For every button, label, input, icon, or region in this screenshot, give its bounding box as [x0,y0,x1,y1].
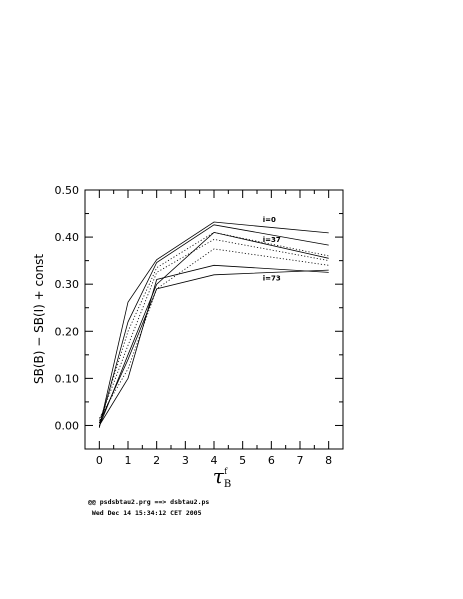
x-axis-label: τBf [213,464,231,490]
series-line-5 [98,231,329,427]
x-tick-label: 6 [268,454,275,467]
x-tick-label: 0 [96,454,103,467]
x-tick-label: 7 [297,454,304,467]
y-tick-label: 0.50 [55,184,80,197]
x-axis-label-superscript: f [224,467,228,476]
x-tick-label: 8 [325,454,332,467]
annotation-label: i=73 [263,274,281,282]
series-line-6 [98,248,329,419]
y-axis-label: SB(B) − SB(I) + const [32,254,46,384]
y-tick-label: 0.20 [55,325,80,338]
series-line-7 [98,264,329,426]
footer-line-1: @@ psdsbtau2.prg ==> dsbtau2.ps [88,498,210,506]
series-line-8 [98,269,329,424]
y-tick-label: 0.10 [55,372,80,385]
y-tick-label: 0.40 [55,231,80,244]
tick-labels: 0 1 2 3 4 5 6 7 8 0.00 0.10 0.20 0.30 0.40 0.50 [55,184,333,467]
x-tick-label: 1 [125,454,132,467]
series-line-3 [98,231,329,424]
y-tick-label: 0.00 [55,419,80,432]
x-tick-label: 4 [211,454,218,467]
footer-line-2: Wed Dec 14 15:34:12 CET 2005 [88,509,202,517]
series-line-4 [98,238,329,421]
axis-ticks [84,189,344,450]
annotation-label: i=37 [263,236,281,244]
annotation-label: i=0 [263,216,276,224]
series-line-1 [98,221,329,428]
series-group [98,221,329,428]
series-line-2 [98,224,329,428]
x-axis-label-symbol: τ [213,464,225,488]
annotations: i=0 i=37 i=73 [263,216,281,282]
x-tick-label: 2 [153,454,160,467]
y-tick-label: 0.30 [55,278,80,291]
x-axis-label-subscript: B [224,479,231,490]
x-tick-label: 3 [182,454,189,467]
x-tick-label: 5 [239,454,246,467]
